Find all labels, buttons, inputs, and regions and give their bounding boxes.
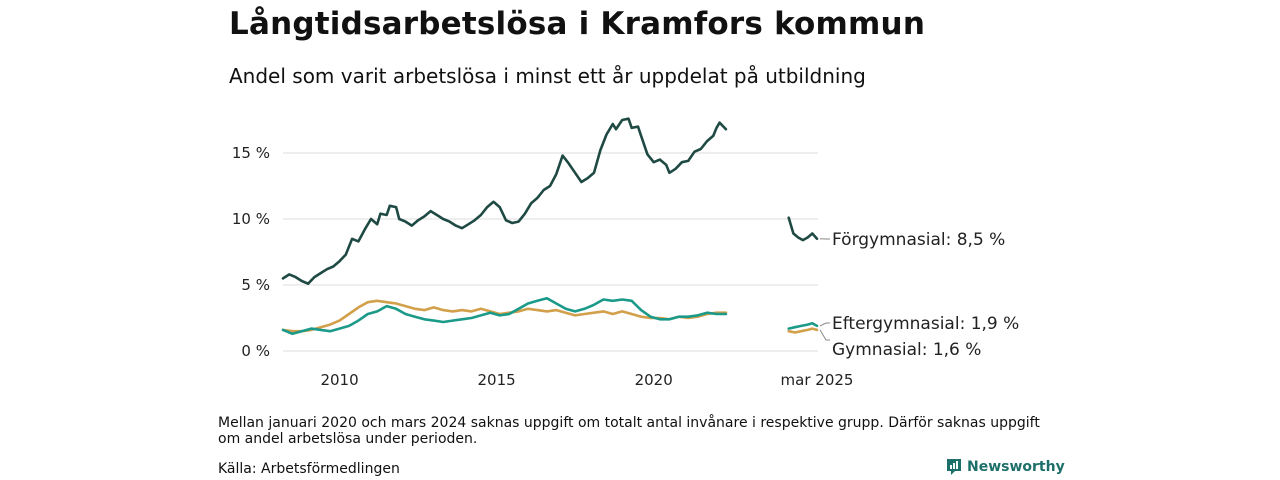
grid-lines <box>283 152 818 352</box>
source-text: Källa: Arbetsförmedlingen <box>218 461 400 477</box>
y-tick-label: 0 % <box>241 342 270 360</box>
series-line-eftergymnasial <box>787 322 819 330</box>
x-tick-label: 2010 <box>320 371 358 389</box>
y-axis-ticks: 0 % 5 % 10 % 15 % <box>232 144 270 360</box>
y-tick-label: 5 % <box>241 276 270 294</box>
y-tick-label: 10 % <box>232 210 270 228</box>
series-line-förgymnasial <box>787 216 819 242</box>
chart-subtitle: Andel som varit arbetslösa i minst ett å… <box>229 64 866 88</box>
series-line-eftergymnasial <box>281 296 728 336</box>
end-label-förgymnasial: Förgymnasial: 8,5 % <box>832 230 1005 250</box>
brand-name: Newsworthy <box>967 459 1065 475</box>
x-axis-ticks: 2010 2015 2020 mar 2025 <box>320 371 853 389</box>
brand-logo[interactable]: Newsworthy <box>946 458 1065 476</box>
end-label-eftergymnasial: Eftergymnasial: 1,9 % <box>832 314 1019 334</box>
end-labels: Förgymnasial: 8,5 % Eftergymnasial: 1,9 %… <box>819 230 1019 360</box>
x-tick-label: 2020 <box>635 371 673 389</box>
footnote: Mellan januari 2020 och mars 2024 saknas… <box>218 415 1040 447</box>
series-line-gymnasial <box>787 327 819 334</box>
newsworthy-icon <box>947 459 961 475</box>
chart-title: Långtidsarbetslösa i Kramfors kommun <box>229 6 926 42</box>
end-label-leader <box>819 329 830 341</box>
y-tick-label: 15 % <box>232 144 270 162</box>
series-line-förgymnasial <box>281 117 728 285</box>
x-tick-label: mar 2025 <box>781 371 854 389</box>
x-tick-label: 2015 <box>478 371 516 389</box>
end-label-leader <box>819 322 830 327</box>
end-label-gymnasial: Gymnasial: 1,6 % <box>832 340 981 360</box>
series-lines <box>281 117 819 336</box>
